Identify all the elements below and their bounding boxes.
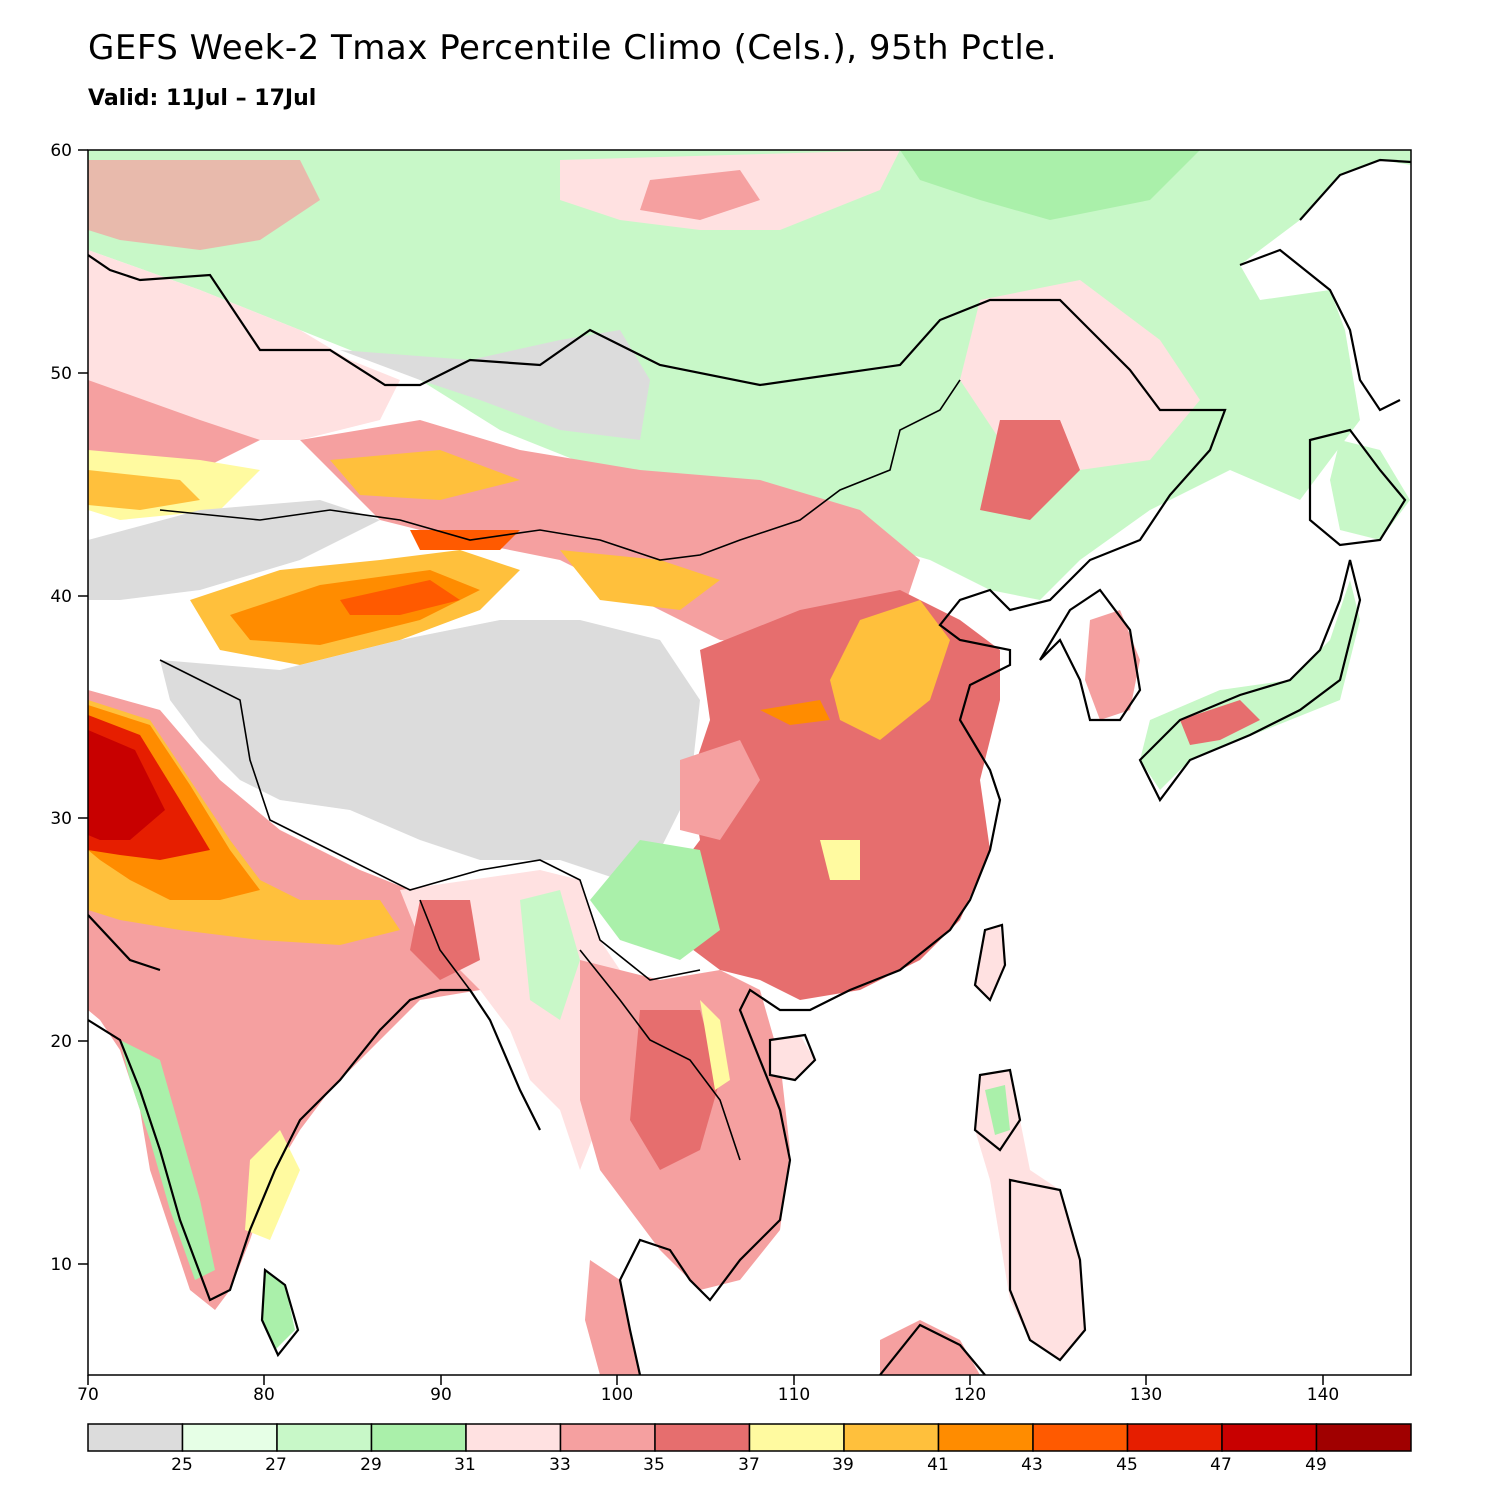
- colorbar-label: 31: [454, 1455, 476, 1475]
- colorbar-swatch: [276, 1423, 373, 1452]
- lon-tick-label: 70: [77, 1385, 99, 1405]
- lat-axis: [78, 149, 88, 1265]
- lon-tick-label: 120: [954, 1385, 986, 1405]
- country-borders: [159, 379, 961, 1161]
- colorbar-swatch: [559, 1423, 656, 1452]
- colorbar-label: 29: [360, 1455, 382, 1475]
- lon-tick-label: 80: [253, 1385, 275, 1405]
- region-tibet-grey: [160, 620, 700, 880]
- region-mongolia-grey: [340, 330, 650, 440]
- colorbar-swatch: [654, 1423, 751, 1452]
- lat-tick-label: 10: [50, 1255, 72, 1275]
- colorbar-label: 39: [832, 1455, 854, 1475]
- colorbar-label: 37: [738, 1455, 760, 1475]
- colorbar-swatch: [1221, 1423, 1318, 1452]
- colorbar-swatch: [465, 1423, 562, 1452]
- map-title: GEFS Week-2 Tmax Percentile Climo (Cels.…: [88, 28, 1058, 68]
- region-philippines: [975, 1070, 1085, 1360]
- map-panel: [88, 150, 1411, 1375]
- lat-tick-labels: 60 50 40 30 20 10: [50, 141, 72, 1275]
- colorbar: [87, 1423, 1412, 1452]
- coastlines: [88, 158, 1411, 1375]
- colorbar-swatch: [87, 1423, 184, 1452]
- land-north: [88, 150, 1411, 600]
- lat-tick-label: 30: [50, 809, 72, 829]
- colorbar-swatch: [748, 1423, 845, 1452]
- colorbar-label: 49: [1305, 1455, 1327, 1475]
- land-kazakhstan: [88, 250, 400, 440]
- lat-tick-label: 40: [50, 587, 72, 607]
- lon-tick-label: 90: [430, 1385, 452, 1405]
- lat-tick-label: 60: [50, 141, 72, 161]
- colorbar-swatch: [370, 1423, 467, 1452]
- lon-tick-labels: 70 80 90 100 110 120 130 140: [77, 1385, 1339, 1405]
- colorbar-label: 33: [549, 1455, 571, 1475]
- colorbar-swatch: [937, 1423, 1034, 1452]
- colorbar-label: 27: [265, 1455, 287, 1475]
- region-hainan: [770, 1035, 815, 1080]
- colorbar-swatch: [1032, 1423, 1129, 1452]
- lat-tick-label: 20: [50, 1032, 72, 1052]
- lon-tick-label: 100: [601, 1385, 633, 1405]
- colorbar-swatch: [181, 1423, 278, 1452]
- lon-tick-label: 140: [1307, 1385, 1339, 1405]
- colorbar-label: 47: [1210, 1455, 1232, 1475]
- colorbar-label: 45: [1116, 1455, 1138, 1475]
- colorbar-swatch: [843, 1423, 940, 1452]
- lon-tick-label: 130: [1130, 1385, 1162, 1405]
- lon-axis: [87, 1375, 1324, 1385]
- colorbar-label: 25: [171, 1455, 193, 1475]
- colorbar-labels: 25 27 29 31 33 35 37 39 41 43 45 47 49: [171, 1455, 1327, 1475]
- lon-tick-label: 110: [778, 1385, 810, 1405]
- colorbar-label: 43: [1021, 1455, 1043, 1475]
- colorbar-swatch: [1126, 1423, 1223, 1452]
- lat-tick-label: 50: [50, 364, 72, 384]
- land-siberia-pink: [88, 160, 320, 250]
- colorbar-label: 35: [643, 1455, 665, 1475]
- colorbar-label: 41: [927, 1455, 949, 1475]
- region-korea: [1085, 610, 1140, 720]
- colorbar-swatch: [1315, 1423, 1412, 1452]
- valid-period: Valid: 11Jul – 17Jul: [88, 86, 317, 111]
- region-sri-lanka: [262, 1270, 295, 1350]
- map-frame: [87, 149, 1412, 1376]
